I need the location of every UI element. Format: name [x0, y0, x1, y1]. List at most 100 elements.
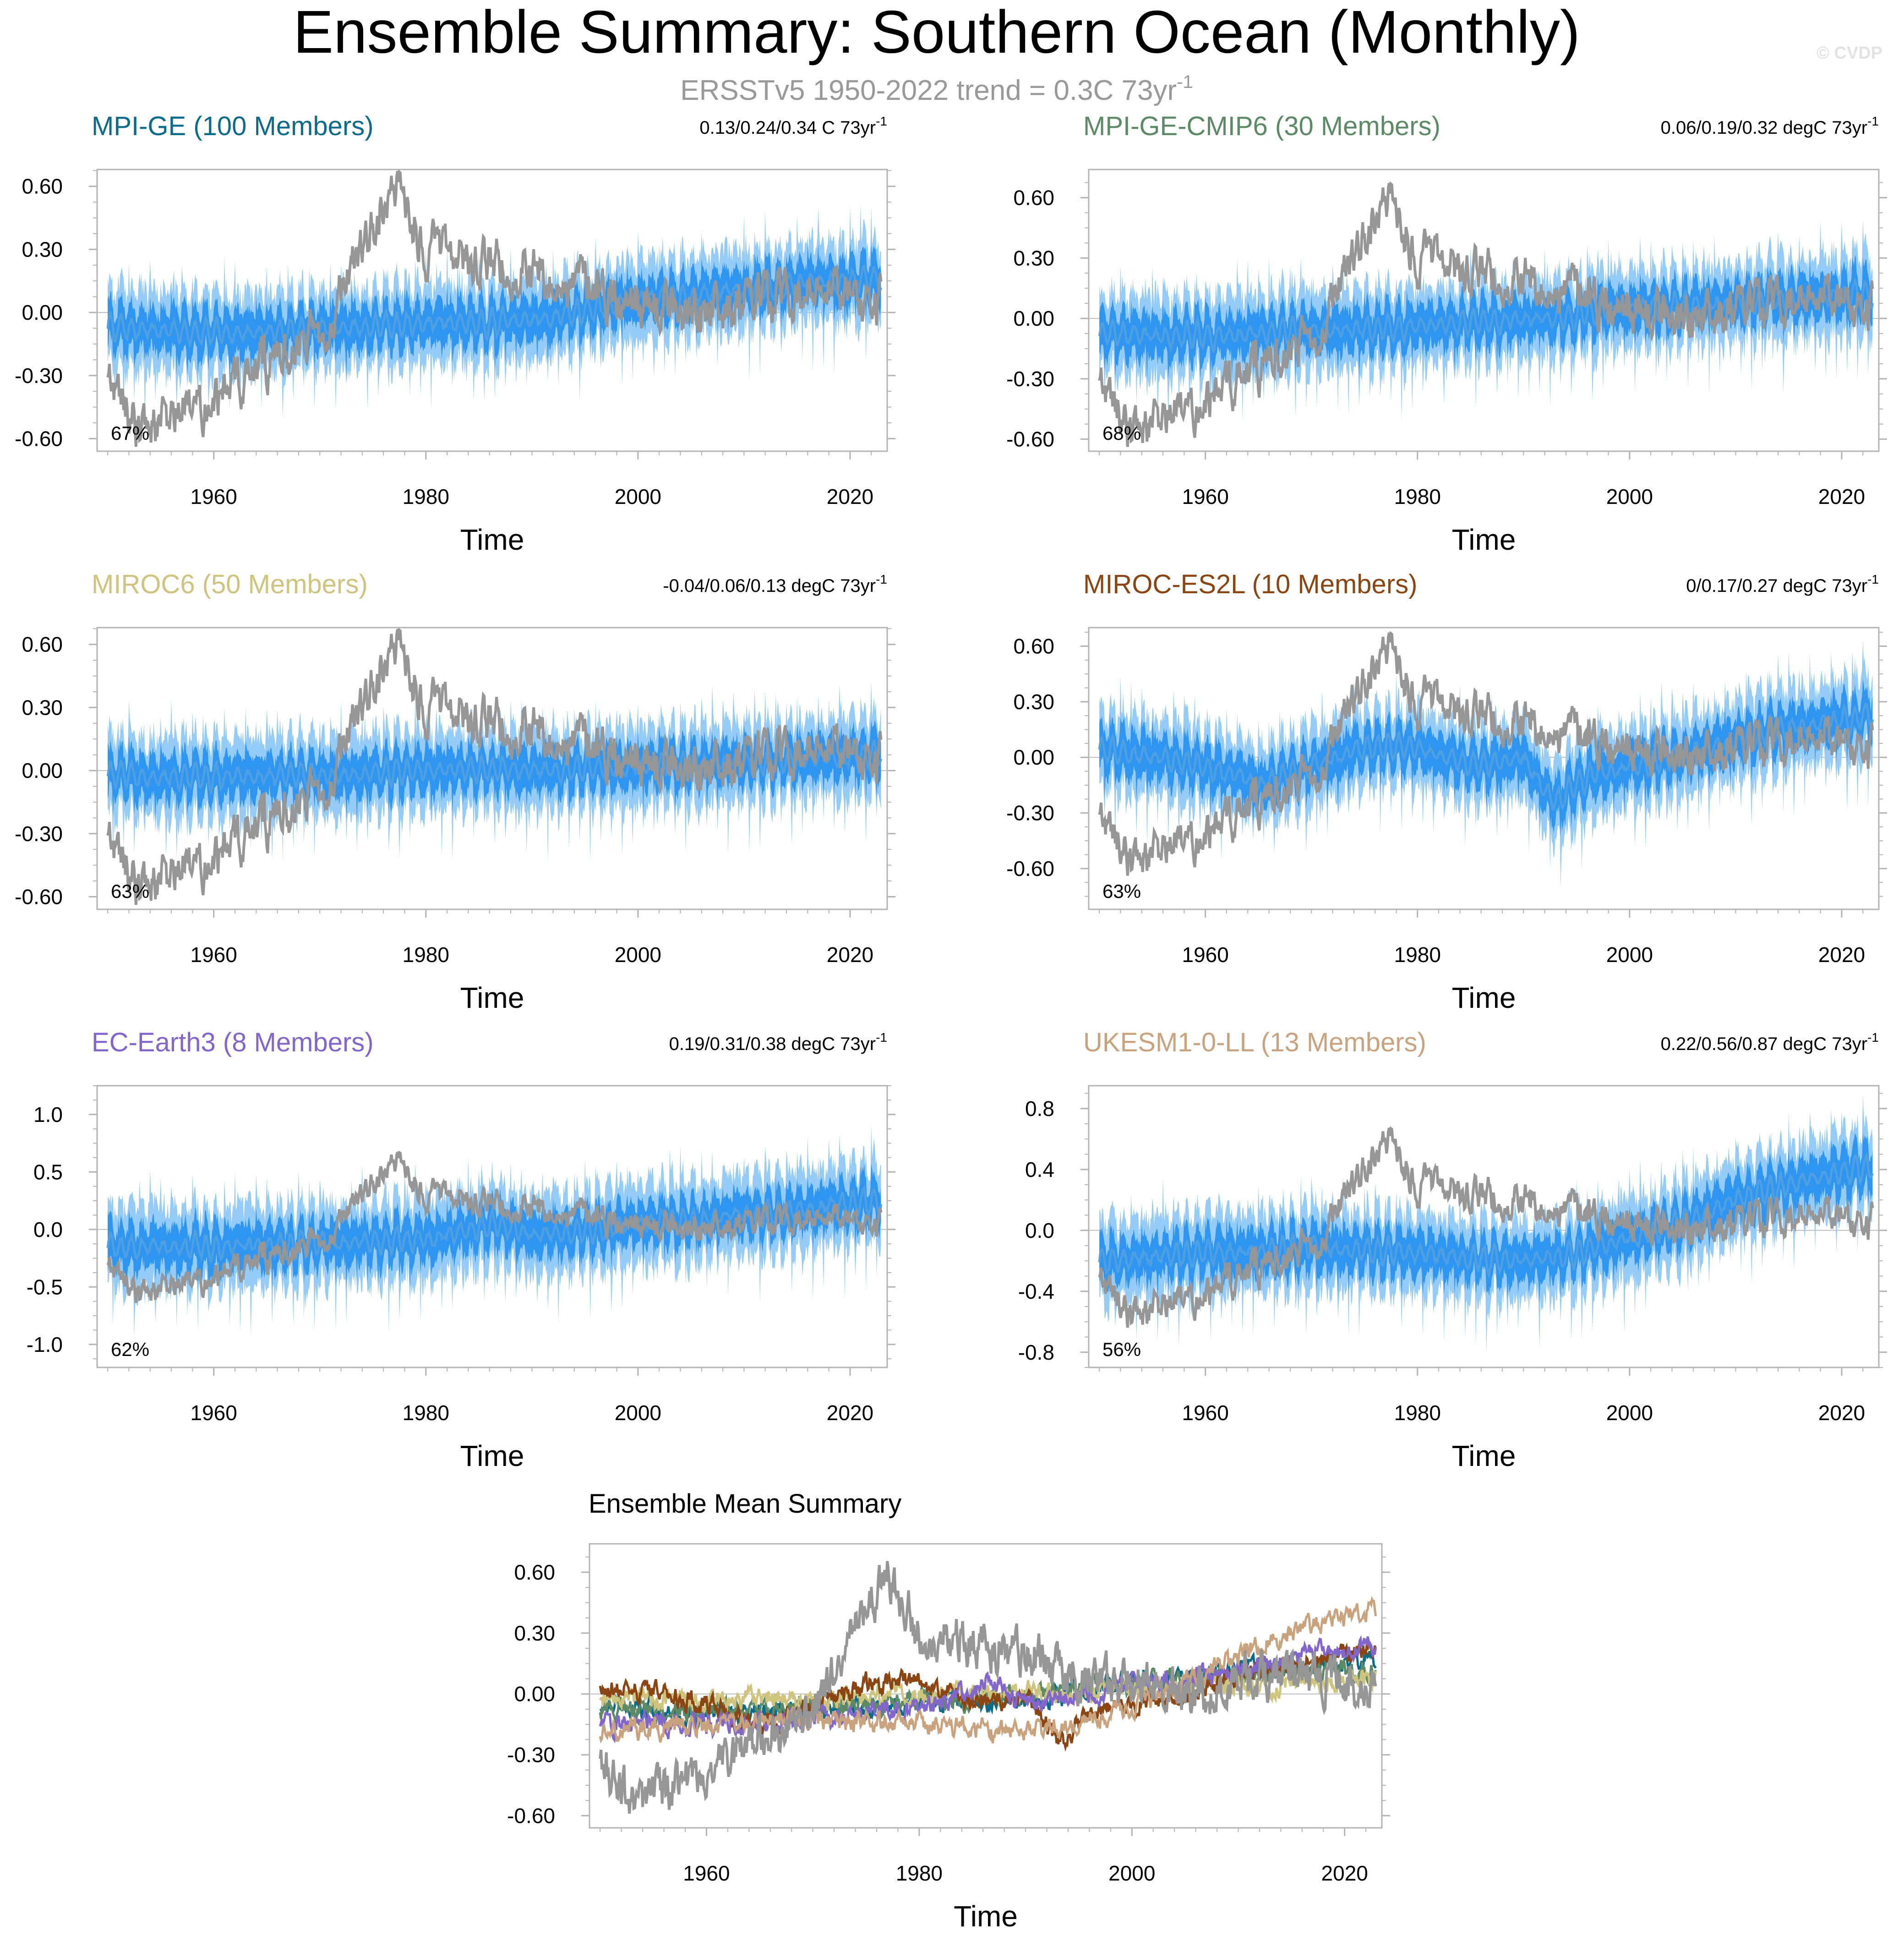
subtitle-superscript: -1 — [1177, 72, 1193, 92]
panel-7: Ensemble Mean Summary -0.60 -0.30 0.00 0.30 0… — [507, 1489, 1390, 1933]
x-tick-label: 2000 — [615, 485, 661, 508]
x-tick-label: 2020 — [1818, 485, 1865, 508]
x-tick-label: 1960 — [191, 943, 237, 967]
y-tick-label: -0.30 — [1006, 801, 1054, 825]
x-tick-label: 2000 — [1606, 1401, 1653, 1425]
x-tick-label: 2000 — [1606, 943, 1653, 967]
y-tick-label: 0.0 — [33, 1218, 63, 1241]
y-tick-label: 0.8 — [1025, 1097, 1054, 1121]
series-line-miroc6 — [599, 1669, 1377, 1713]
y-tick-label: 0.00 — [1013, 745, 1054, 769]
observed-line — [1098, 181, 1874, 447]
y-tick-label: -0.30 — [15, 364, 63, 388]
y-tick-label: -0.4 — [1018, 1279, 1054, 1303]
y-tick-label: 0.30 — [22, 695, 63, 719]
percent-label: 63% — [1102, 880, 1141, 902]
x-tick-label: 2020 — [827, 485, 873, 508]
x-tick-label: 1980 — [896, 1861, 943, 1885]
trend-value: -0.04/0.06/0.13 degC 73yr — [663, 576, 876, 596]
y-tick-label: 0.00 — [22, 759, 63, 782]
y-tick-label: -0.60 — [15, 885, 63, 908]
y-tick-label: 0.30 — [514, 1621, 555, 1645]
percent-label: 62% — [111, 1339, 149, 1360]
series-line-ukesm1-0-ll — [599, 1596, 1377, 1744]
watermark: © CVDP — [1817, 44, 1882, 63]
y-tick-label: 0.60 — [514, 1560, 555, 1584]
y-tick-label: -0.5 — [27, 1275, 63, 1299]
x-tick-label: 1960 — [683, 1861, 730, 1885]
x-axis-label: Time — [460, 523, 524, 556]
x-axis-label: Time — [1452, 1439, 1516, 1472]
panel-title: UKESM1-0-LL (13 Members) — [1083, 1028, 1426, 1057]
trend-text: 0.06/0.19/0.32 degC 73yr-1 — [1661, 114, 1879, 138]
plot-area — [1098, 631, 1874, 888]
trend-text: 0/0.17/0.27 degC 73yr-1 — [1686, 572, 1879, 596]
percent-label: 63% — [111, 880, 149, 902]
trend-text: 0.19/0.31/0.38 degC 73yr-1 — [669, 1030, 887, 1054]
plot-frame — [96, 169, 888, 452]
y-tick-label: -0.30 — [507, 1743, 555, 1767]
y-tick-label: -0.60 — [1006, 427, 1054, 451]
trend-value: 0.19/0.31/0.38 degC 73yr — [669, 1034, 876, 1054]
observed-line — [1098, 631, 1874, 876]
panel-1: MPI-GE (100 Members) 0.13/0.24/0.34 C 73y… — [15, 111, 895, 556]
ensemble-iqr-band — [1099, 1132, 1873, 1303]
ensemble-range-band — [1099, 1095, 1873, 1353]
y-tick-label: 0.4 — [1025, 1158, 1054, 1181]
trend-superscript: -1 — [876, 572, 887, 586]
plot-frame — [1088, 627, 1880, 910]
x-tick-label: 2020 — [827, 1401, 873, 1425]
y-tick-label: 0.60 — [1013, 186, 1054, 210]
plot-frame — [96, 627, 888, 910]
trend-value: 0.22/0.56/0.87 degC 73yr — [1661, 1034, 1867, 1054]
y-tick-label: -0.60 — [507, 1804, 555, 1827]
x-tick-label: 2000 — [615, 943, 661, 967]
panel-5: EC-Earth3 (8 Members) 0.19/0.31/0.38 degC… — [27, 1028, 895, 1472]
y-tick-label: -0.60 — [1006, 857, 1054, 880]
observed-line — [1098, 1126, 1874, 1328]
x-tick-label: 1960 — [1182, 943, 1229, 967]
x-tick-label: 1960 — [191, 485, 237, 508]
plot-frame — [1088, 1085, 1880, 1368]
y-tick-label: -0.30 — [1006, 367, 1054, 391]
panel-title: MPI-GE-CMIP6 (30 Members) — [1083, 111, 1440, 141]
trend-superscript: -1 — [876, 114, 887, 128]
observed-line — [106, 169, 883, 447]
observed-line — [106, 1150, 883, 1303]
x-tick-label: 1980 — [1394, 943, 1441, 967]
plot-area — [1098, 1095, 1874, 1353]
x-tick-label: 1980 — [403, 485, 449, 508]
observed-line — [106, 628, 883, 905]
trend-superscript: -1 — [876, 1030, 887, 1044]
x-axis-label: Time — [954, 1900, 1018, 1933]
x-tick-label: 1980 — [1394, 485, 1441, 508]
plot-area — [1098, 181, 1874, 447]
trend-text: 0.22/0.56/0.87 degC 73yr-1 — [1661, 1030, 1879, 1054]
x-tick-label: 2000 — [1108, 1861, 1155, 1885]
trend-superscript: -1 — [1867, 1030, 1879, 1044]
y-tick-label: -0.30 — [15, 822, 63, 846]
plot-frame — [96, 1085, 888, 1368]
y-tick-label: 0.30 — [22, 237, 63, 261]
panel-title: Ensemble Mean Summary — [589, 1489, 901, 1519]
y-tick-label: -0.8 — [1018, 1340, 1054, 1364]
figure-title: Ensemble Summary: Southern Ocean (Monthl… — [293, 0, 1580, 66]
x-tick-label: 1980 — [1394, 1401, 1441, 1425]
x-tick-label: 1960 — [191, 1401, 237, 1425]
panel-title: MIROC6 (50 Members) — [92, 569, 368, 599]
y-tick-label: 0.30 — [1013, 690, 1054, 714]
y-tick-label: 0.00 — [514, 1682, 555, 1706]
y-tick-label: -0.60 — [15, 426, 63, 450]
percent-label: 68% — [1102, 422, 1141, 444]
trend-superscript: -1 — [1867, 572, 1879, 586]
plot-area — [106, 1126, 883, 1336]
y-tick-label: -1.0 — [27, 1333, 63, 1356]
x-tick-label: 2020 — [827, 943, 873, 967]
y-tick-label: 0.60 — [22, 175, 63, 198]
y-tick-label: 0.60 — [1013, 634, 1054, 658]
x-axis-label: Time — [1452, 981, 1516, 1014]
trend-value: 0.06/0.19/0.32 degC 73yr — [1661, 118, 1867, 138]
plot-area — [106, 169, 883, 447]
x-axis-label: Time — [460, 1439, 524, 1472]
x-tick-label: 2000 — [1606, 485, 1653, 508]
